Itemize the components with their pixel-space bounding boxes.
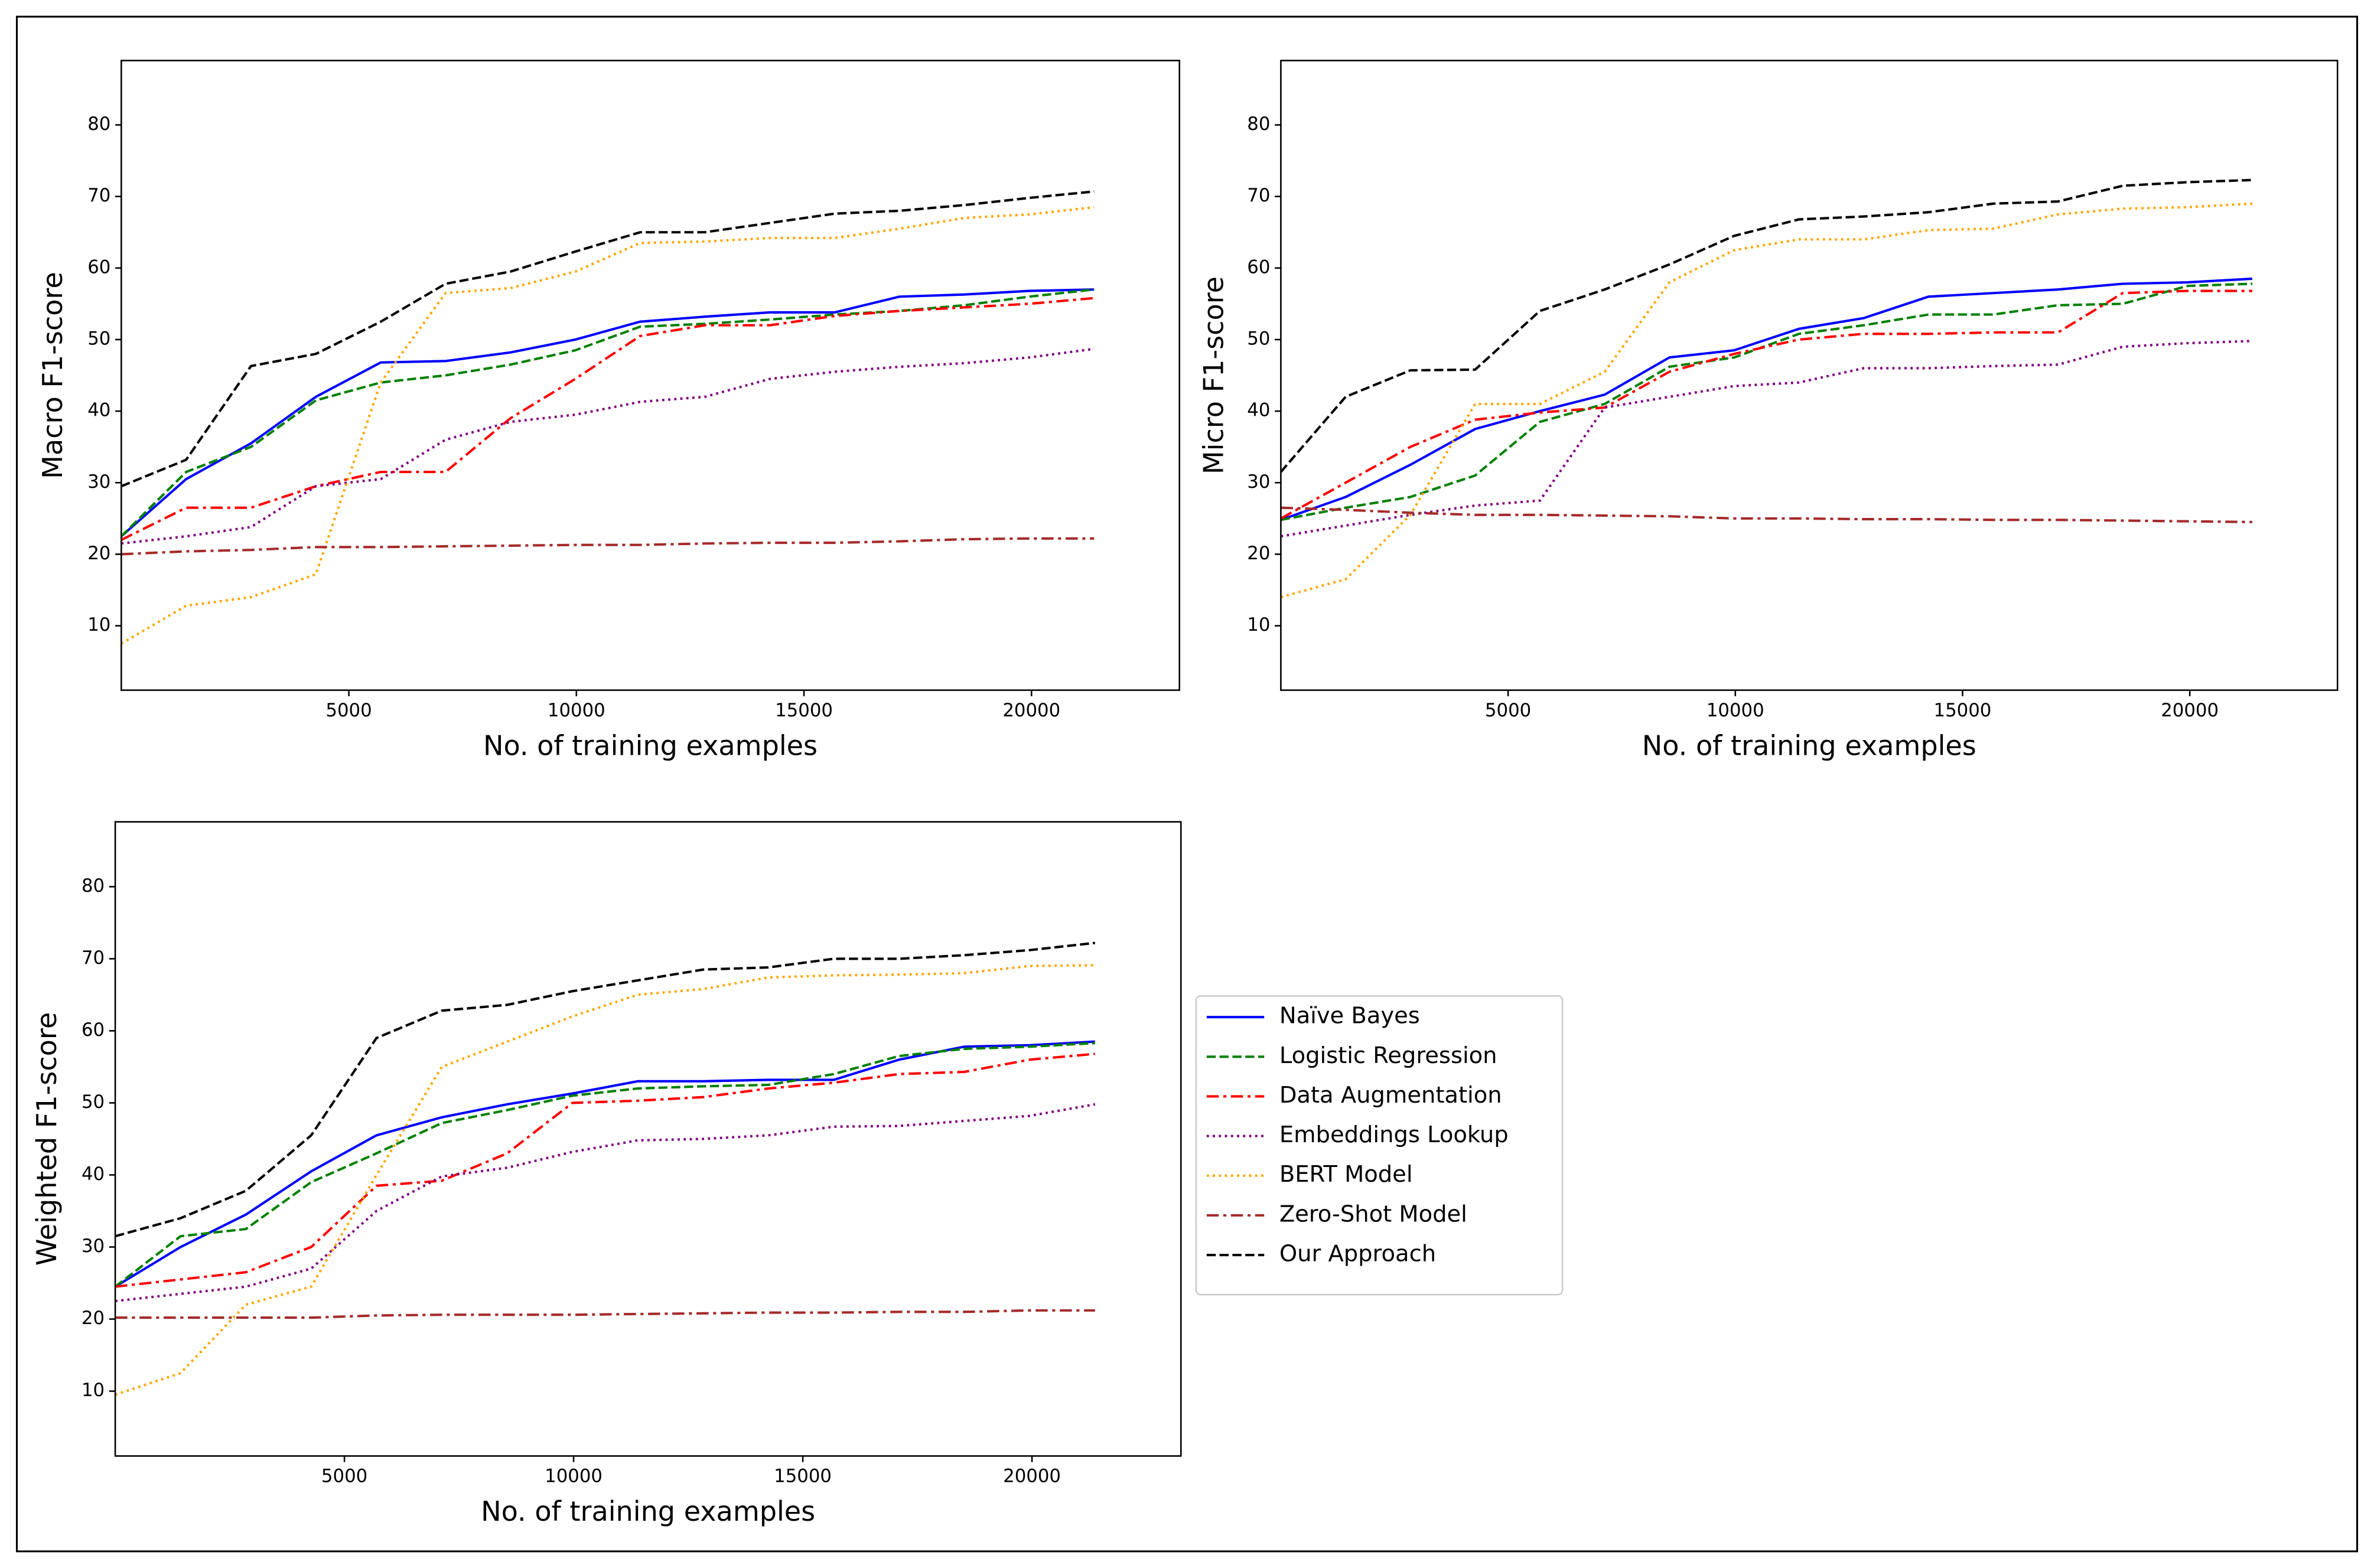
x-tick-label: 5000 bbox=[1485, 700, 1531, 721]
plot-area bbox=[1281, 60, 2338, 690]
series-line bbox=[115, 1103, 1096, 1303]
series-line bbox=[1281, 340, 2252, 538]
x-axis-label: No. of training examples bbox=[483, 729, 818, 761]
y-tick-label: 70 bbox=[82, 947, 105, 969]
x-tick-label: 5000 bbox=[325, 700, 372, 721]
y-tick-label: 60 bbox=[87, 256, 110, 278]
x-tick-label: 20000 bbox=[2161, 700, 2219, 721]
y-tick-label: 10 bbox=[1247, 614, 1270, 635]
y-tick-label: 50 bbox=[82, 1091, 105, 1113]
y-tick-label: 40 bbox=[1247, 400, 1270, 421]
y-tick-label: 70 bbox=[87, 185, 110, 206]
legend-box bbox=[1195, 995, 1564, 1296]
x-tick-label: 20000 bbox=[1003, 1466, 1061, 1487]
y-tick-label: 70 bbox=[1247, 185, 1270, 206]
legend-label: Zero-Shot Model bbox=[1279, 1201, 1467, 1227]
series-line bbox=[1280, 289, 2252, 520]
y-tick-label: 30 bbox=[82, 1236, 105, 1257]
series-line bbox=[115, 941, 1095, 1238]
x-tick-label: 10000 bbox=[1707, 700, 1764, 721]
x-tick-label: 10000 bbox=[548, 700, 605, 721]
x-tick-label: 5000 bbox=[321, 1466, 367, 1487]
series-line bbox=[115, 964, 1095, 1396]
axes-frame bbox=[1280, 60, 2339, 691]
x-axis-label: No. of training examples bbox=[1642, 729, 1976, 761]
series-line bbox=[120, 288, 1095, 537]
series-line bbox=[114, 1042, 1095, 1288]
y-tick-label: 20 bbox=[1247, 543, 1270, 564]
plot-area bbox=[121, 60, 1180, 690]
y-tick-label: 10 bbox=[87, 614, 110, 635]
x-tick-label: 15000 bbox=[1934, 700, 1992, 721]
y-axis-label: Micro F1-score bbox=[1198, 276, 1230, 474]
series-line bbox=[1280, 277, 2253, 521]
y-tick-label: 50 bbox=[87, 328, 110, 349]
y-axis-label: Macro F1-score bbox=[37, 272, 69, 479]
y-tick-label: 20 bbox=[82, 1308, 105, 1329]
series-line bbox=[121, 296, 1095, 542]
figure-frame bbox=[15, 15, 2359, 1553]
y-tick-label: 50 bbox=[1247, 328, 1270, 349]
x-axis-label: No. of training examples bbox=[481, 1495, 815, 1527]
series-line bbox=[121, 347, 1095, 545]
x-tick-label: 15000 bbox=[775, 700, 833, 721]
series-line bbox=[115, 1309, 1095, 1319]
x-tick-label: 20000 bbox=[1002, 700, 1060, 721]
axes-frame bbox=[121, 60, 1180, 691]
series-line bbox=[121, 190, 1095, 488]
x-tick-label: 10000 bbox=[545, 1466, 603, 1487]
y-tick-label: 80 bbox=[87, 113, 110, 135]
y-axis-label: Weighted F1-score bbox=[31, 1012, 63, 1266]
y-tick-label: 10 bbox=[82, 1380, 105, 1401]
series-line bbox=[1281, 506, 2252, 523]
series-line bbox=[120, 288, 1095, 537]
legend-label: Data Augmentation bbox=[1279, 1082, 1502, 1109]
y-tick-label: 60 bbox=[82, 1019, 105, 1041]
axes-frame bbox=[114, 821, 1182, 1457]
series-line bbox=[121, 537, 1095, 556]
series-line bbox=[1281, 282, 2252, 521]
legend-label: Our Approach bbox=[1279, 1241, 1436, 1267]
y-tick-label: 20 bbox=[87, 543, 110, 564]
legend-label: Logistic Regression bbox=[1279, 1042, 1497, 1069]
legend-label: Embeddings Lookup bbox=[1279, 1122, 1509, 1148]
series-line bbox=[1279, 178, 2252, 473]
legend-label: BERT Model bbox=[1279, 1161, 1413, 1188]
y-tick-label: 40 bbox=[82, 1163, 105, 1185]
legend-label: Naïve Bayes bbox=[1279, 1003, 1420, 1029]
series-line bbox=[115, 1052, 1095, 1288]
x-tick-label: 15000 bbox=[774, 1466, 832, 1487]
y-tick-label: 40 bbox=[87, 400, 110, 421]
y-tick-label: 80 bbox=[1247, 113, 1270, 135]
series-line bbox=[121, 206, 1095, 645]
y-tick-label: 80 bbox=[82, 875, 105, 897]
y-tick-label: 60 bbox=[1247, 256, 1270, 278]
y-tick-label: 30 bbox=[1247, 471, 1270, 493]
y-tick-label: 30 bbox=[87, 471, 110, 493]
